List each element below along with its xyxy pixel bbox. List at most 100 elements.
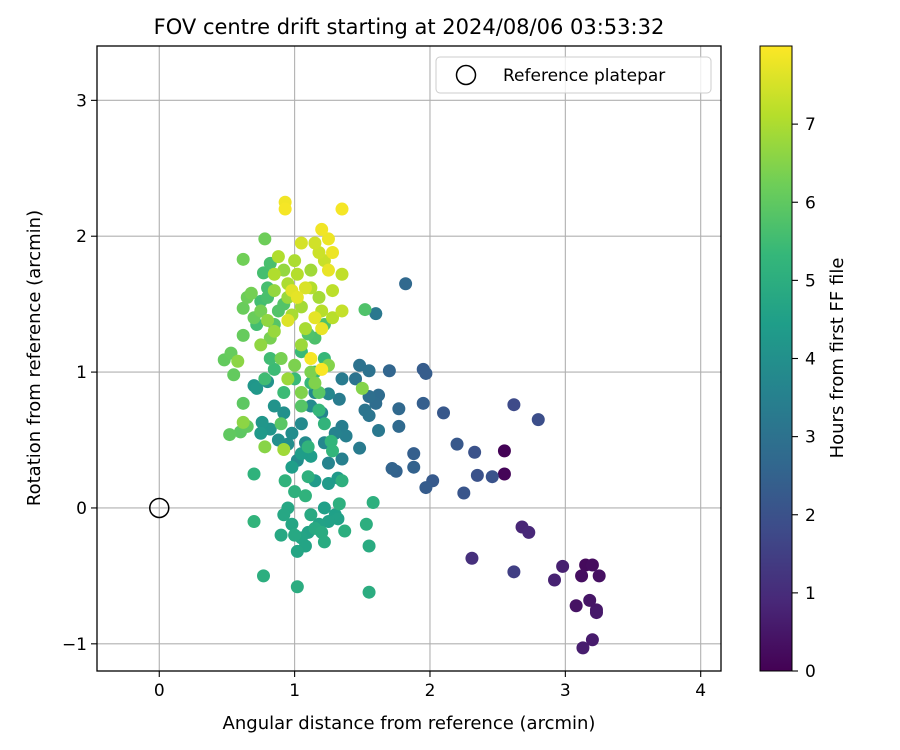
data-point (556, 559, 570, 573)
data-point (308, 376, 322, 390)
legend-label: Reference platepar (503, 66, 665, 86)
data-point (335, 267, 349, 281)
colorbar-bar (759, 45, 793, 672)
data-point (267, 362, 281, 376)
data-point (274, 352, 288, 365)
data-point (507, 398, 521, 412)
y-tick-label: 3 (76, 91, 87, 111)
y-tick-label: 0 (76, 499, 87, 519)
data-point (267, 267, 281, 281)
data-point (278, 202, 292, 216)
data-point (308, 236, 322, 250)
data-point (335, 372, 349, 386)
data-point (294, 417, 308, 431)
data-point (290, 580, 304, 594)
data-point (358, 303, 372, 317)
data-point (335, 202, 349, 216)
reference-platepar-marker (149, 497, 170, 519)
data-point (335, 304, 349, 318)
data-point (382, 364, 396, 378)
data-point (294, 236, 308, 250)
data-point (468, 445, 482, 459)
data-point (244, 286, 258, 300)
data-point (290, 290, 304, 304)
data-point (290, 544, 304, 558)
data-point (312, 290, 326, 304)
data-point (569, 599, 583, 613)
data-point (372, 424, 386, 438)
data-point (255, 415, 269, 429)
data-point (274, 417, 288, 431)
data-point (236, 396, 250, 410)
data-point (277, 406, 291, 420)
x-tick-label: 3 (560, 681, 571, 701)
data-point (353, 358, 367, 372)
legend: Reference platepar (435, 56, 712, 94)
colorbar-tick-label: 4 (805, 350, 816, 370)
colorbar-label: Hours from first FF file (827, 258, 848, 459)
data-point (298, 322, 312, 336)
data-point (321, 263, 335, 277)
data-point (355, 381, 369, 395)
data-point (349, 372, 363, 386)
data-point (288, 485, 302, 499)
data-point (332, 497, 346, 511)
data-point (321, 477, 335, 490)
data-point (231, 354, 245, 368)
data-point (250, 381, 264, 395)
data-point (261, 313, 275, 327)
y-tick-label: 2 (76, 227, 87, 247)
data-point (589, 606, 603, 620)
data-point (326, 284, 340, 298)
data-point (548, 573, 562, 587)
colorbar-tick-label: 5 (805, 271, 816, 291)
colorbar-tick-label: 7 (805, 115, 816, 135)
data-point (585, 633, 599, 647)
data-point (385, 462, 399, 476)
data-point (285, 517, 299, 531)
data-point (271, 250, 285, 264)
data-point (332, 392, 346, 406)
colorbar-tick-label: 0 (805, 662, 816, 682)
data-point (326, 444, 340, 458)
data-point (227, 368, 241, 382)
data-point (304, 352, 318, 365)
data-point (258, 372, 272, 386)
data-point (576, 641, 590, 655)
data-point (285, 460, 299, 474)
data-point (281, 313, 295, 327)
data-point (362, 409, 376, 423)
data-point (362, 539, 376, 553)
data-point (308, 311, 322, 325)
data-point (419, 481, 433, 495)
plot-frame (96, 45, 722, 672)
data-point (277, 443, 291, 457)
data-point (277, 508, 291, 522)
data-point (301, 440, 315, 454)
data-point (522, 525, 536, 539)
chart-title: FOV centre drift starting at 2024/08/06 … (154, 15, 665, 39)
y-axis-ticks: −1 0 1 2 3 (62, 91, 97, 655)
data-point (236, 252, 250, 266)
data-point (321, 232, 335, 246)
data-point (450, 437, 464, 451)
data-point (267, 324, 281, 338)
data-point (315, 362, 329, 376)
data-point (392, 419, 406, 433)
data-point (362, 585, 376, 599)
data-point (304, 365, 318, 379)
scatter-points (217, 195, 606, 655)
legend-box (435, 56, 712, 94)
data-point (271, 433, 285, 447)
data-point (298, 489, 312, 503)
colorbar: 0 1 2 3 4 5 6 7 Hours from first FF file (759, 45, 848, 682)
x-tick-label: 1 (289, 681, 300, 701)
data-point (335, 452, 349, 466)
data-point (277, 385, 291, 399)
data-point (247, 467, 261, 481)
data-point (407, 447, 421, 461)
colorbar-tick-label: 1 (805, 584, 816, 604)
data-point (294, 399, 308, 413)
data-point (485, 470, 499, 484)
colorbar-tick-label: 2 (805, 506, 816, 526)
